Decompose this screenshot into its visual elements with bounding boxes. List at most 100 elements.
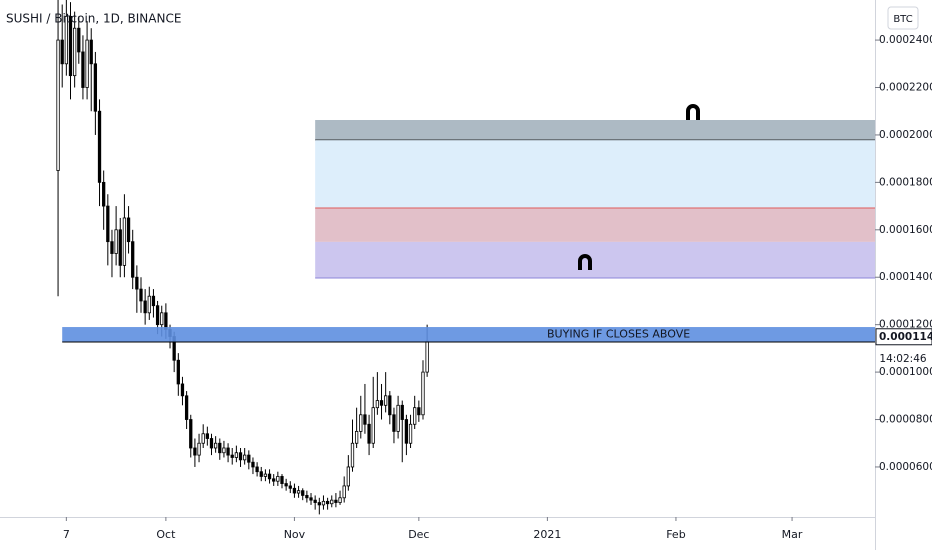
candle-body <box>209 438 214 449</box>
candle-body <box>350 442 355 468</box>
candle-body <box>417 407 421 416</box>
candle-body <box>413 407 417 425</box>
y-tick-label: 0.0002400 <box>879 34 932 46</box>
candle-body <box>184 395 189 420</box>
candle-body <box>234 452 239 458</box>
candle-body <box>205 433 209 439</box>
candle-body <box>330 499 334 505</box>
candle-body <box>321 500 326 506</box>
candle-body <box>309 497 313 501</box>
y-tick-label: 0.0001200 <box>879 319 932 331</box>
candle-body <box>267 473 272 480</box>
candle-body <box>388 395 392 416</box>
candle-body <box>243 454 247 461</box>
candle-body <box>384 395 388 406</box>
candle-body <box>301 490 305 496</box>
candle-body <box>143 300 147 314</box>
candle-body <box>425 340 429 373</box>
candle-body <box>139 288 143 302</box>
y-tick-label: 0.0001400 <box>879 271 932 283</box>
y-tick-label: 0.0000600 <box>879 461 932 473</box>
candle-body <box>218 442 222 454</box>
candle-body <box>238 452 243 461</box>
magnet-icon <box>686 104 700 120</box>
candle-body <box>201 433 205 444</box>
x-tick-label: 2021 <box>533 528 561 541</box>
candle-body <box>81 51 85 88</box>
candle-body <box>251 461 255 468</box>
candle-body <box>73 27 77 77</box>
x-tick-label: Feb <box>666 528 685 541</box>
candle-body <box>106 205 110 243</box>
candle-body <box>110 241 114 254</box>
candle-body <box>222 447 226 454</box>
countdown: 14:02:46 <box>879 353 926 365</box>
candle-body <box>255 466 259 473</box>
candle-body <box>259 471 263 477</box>
candle-body <box>292 487 297 494</box>
magnet-icon <box>578 254 592 270</box>
candle-body <box>288 485 292 489</box>
candle-body <box>151 295 156 307</box>
candle-body <box>135 276 139 290</box>
candle-body <box>396 404 400 432</box>
candle-body <box>64 15 68 65</box>
candle-body <box>102 181 106 207</box>
x-tick-label: Nov <box>284 528 306 541</box>
candle-body <box>421 371 425 416</box>
zone <box>315 207 875 242</box>
currency[interactable]: BTC <box>893 14 912 25</box>
candle-body <box>400 404 404 420</box>
candle-body <box>122 217 127 266</box>
currency-box[interactable] <box>887 6 919 30</box>
candle-body <box>89 39 93 65</box>
candle-body <box>189 419 193 449</box>
y-tick-label: 0.0002000 <box>879 129 932 141</box>
candle-body <box>334 499 338 503</box>
y-tick-label: 0.0001600 <box>879 224 932 236</box>
candle-body <box>363 414 367 425</box>
last-price-label: 0.0001149 <box>879 331 932 343</box>
candle-body <box>338 497 342 503</box>
candle-body <box>247 454 251 463</box>
candle-body <box>176 359 180 385</box>
candle-body <box>131 241 135 278</box>
candle-body <box>213 442 218 449</box>
candle-body <box>354 430 359 444</box>
candle-body <box>114 229 118 254</box>
candle-body <box>367 423 371 444</box>
candle-body <box>379 400 384 406</box>
candle-body <box>371 407 375 444</box>
plot: BUYING IF CLOSES ABOVE <box>56 0 875 515</box>
x-tick-label: Mar <box>782 528 803 541</box>
band-label: BUYING IF CLOSES ABOVE <box>547 328 690 341</box>
candle-body <box>193 447 197 456</box>
candle-body <box>155 305 160 326</box>
candle-body <box>392 414 396 432</box>
y-tick-label: 0.0002200 <box>879 82 932 94</box>
zone <box>315 241 875 278</box>
candle-body <box>342 485 346 499</box>
y-tick-label: 0.0000800 <box>879 414 932 426</box>
candle-body <box>325 500 330 505</box>
candle-body <box>276 476 280 482</box>
candle-body <box>56 39 60 171</box>
buy-band <box>62 327 875 342</box>
candle-body <box>85 39 89 88</box>
candle-body <box>68 15 73 77</box>
y-tick-label: 0.0001800 <box>879 176 932 188</box>
candle-body <box>180 383 185 397</box>
candle-body <box>272 478 276 482</box>
candle-body <box>313 499 317 503</box>
candle-body <box>160 312 164 326</box>
chart-title: SUSHI / Bitcoin, 1D, BINANCE <box>6 12 181 26</box>
candle-body <box>346 466 350 487</box>
candle-body <box>305 495 309 499</box>
x-tick-label: 7 <box>63 528 70 541</box>
candle-body <box>280 476 284 484</box>
x-tick-label: Dec <box>408 528 429 541</box>
candle-body <box>147 295 151 314</box>
candle-body <box>230 454 234 458</box>
candle-body <box>226 447 230 456</box>
